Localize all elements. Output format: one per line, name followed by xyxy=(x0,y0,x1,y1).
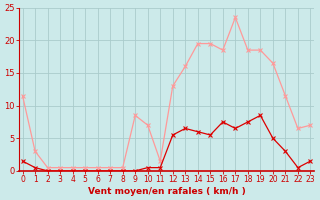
X-axis label: Vent moyen/en rafales ( km/h ): Vent moyen/en rafales ( km/h ) xyxy=(88,187,245,196)
